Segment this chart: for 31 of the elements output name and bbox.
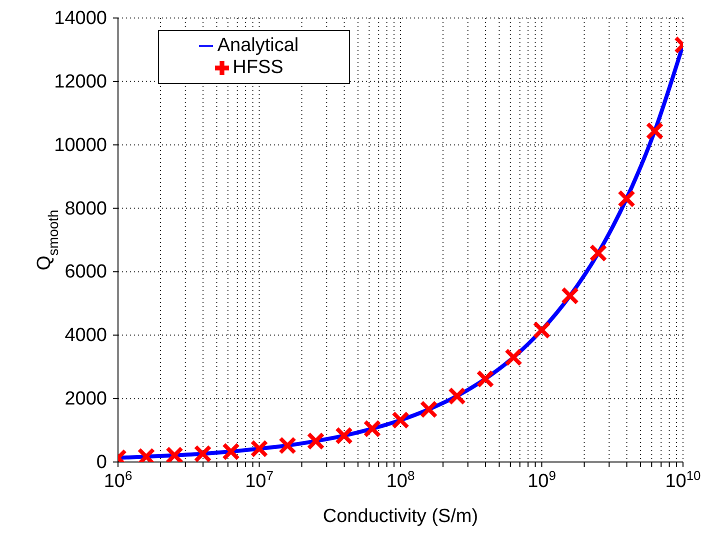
point	[448, 387, 466, 406]
y-tick-label: 12000	[54, 71, 107, 92]
point	[250, 440, 268, 458]
point	[194, 444, 212, 462]
legend-label: Analytical	[217, 35, 299, 56]
x-tick-label: 10$^{9}$	[528, 468, 556, 492]
point	[618, 190, 636, 208]
x-tick-label: 10$^{10}$	[665, 468, 701, 492]
x-tick-label: 10$^{7}$	[245, 468, 274, 492]
point	[278, 436, 297, 455]
y-tick-label: 14000	[54, 8, 107, 29]
point	[532, 321, 551, 340]
point	[306, 432, 325, 450]
y-tick-label: 6000	[64, 262, 107, 283]
point	[335, 426, 353, 445]
y-tick-label: 2000	[64, 388, 107, 410]
point	[363, 420, 382, 438]
y-tick-label: 4000	[64, 325, 107, 346]
y-tick-label: 8000	[64, 198, 107, 220]
x-tick-label: 10$^{8}$	[386, 468, 415, 492]
point	[420, 400, 438, 418]
point	[392, 411, 410, 430]
x-axis-title: Conductivity (S/m)	[322, 506, 478, 527]
legend-label: HFSS	[232, 57, 284, 78]
point	[589, 244, 608, 262]
point	[476, 370, 494, 388]
point	[504, 348, 523, 366]
point	[561, 286, 580, 305]
y-tick-label: 10000	[54, 134, 107, 156]
point	[646, 122, 664, 140]
point	[222, 442, 240, 461]
